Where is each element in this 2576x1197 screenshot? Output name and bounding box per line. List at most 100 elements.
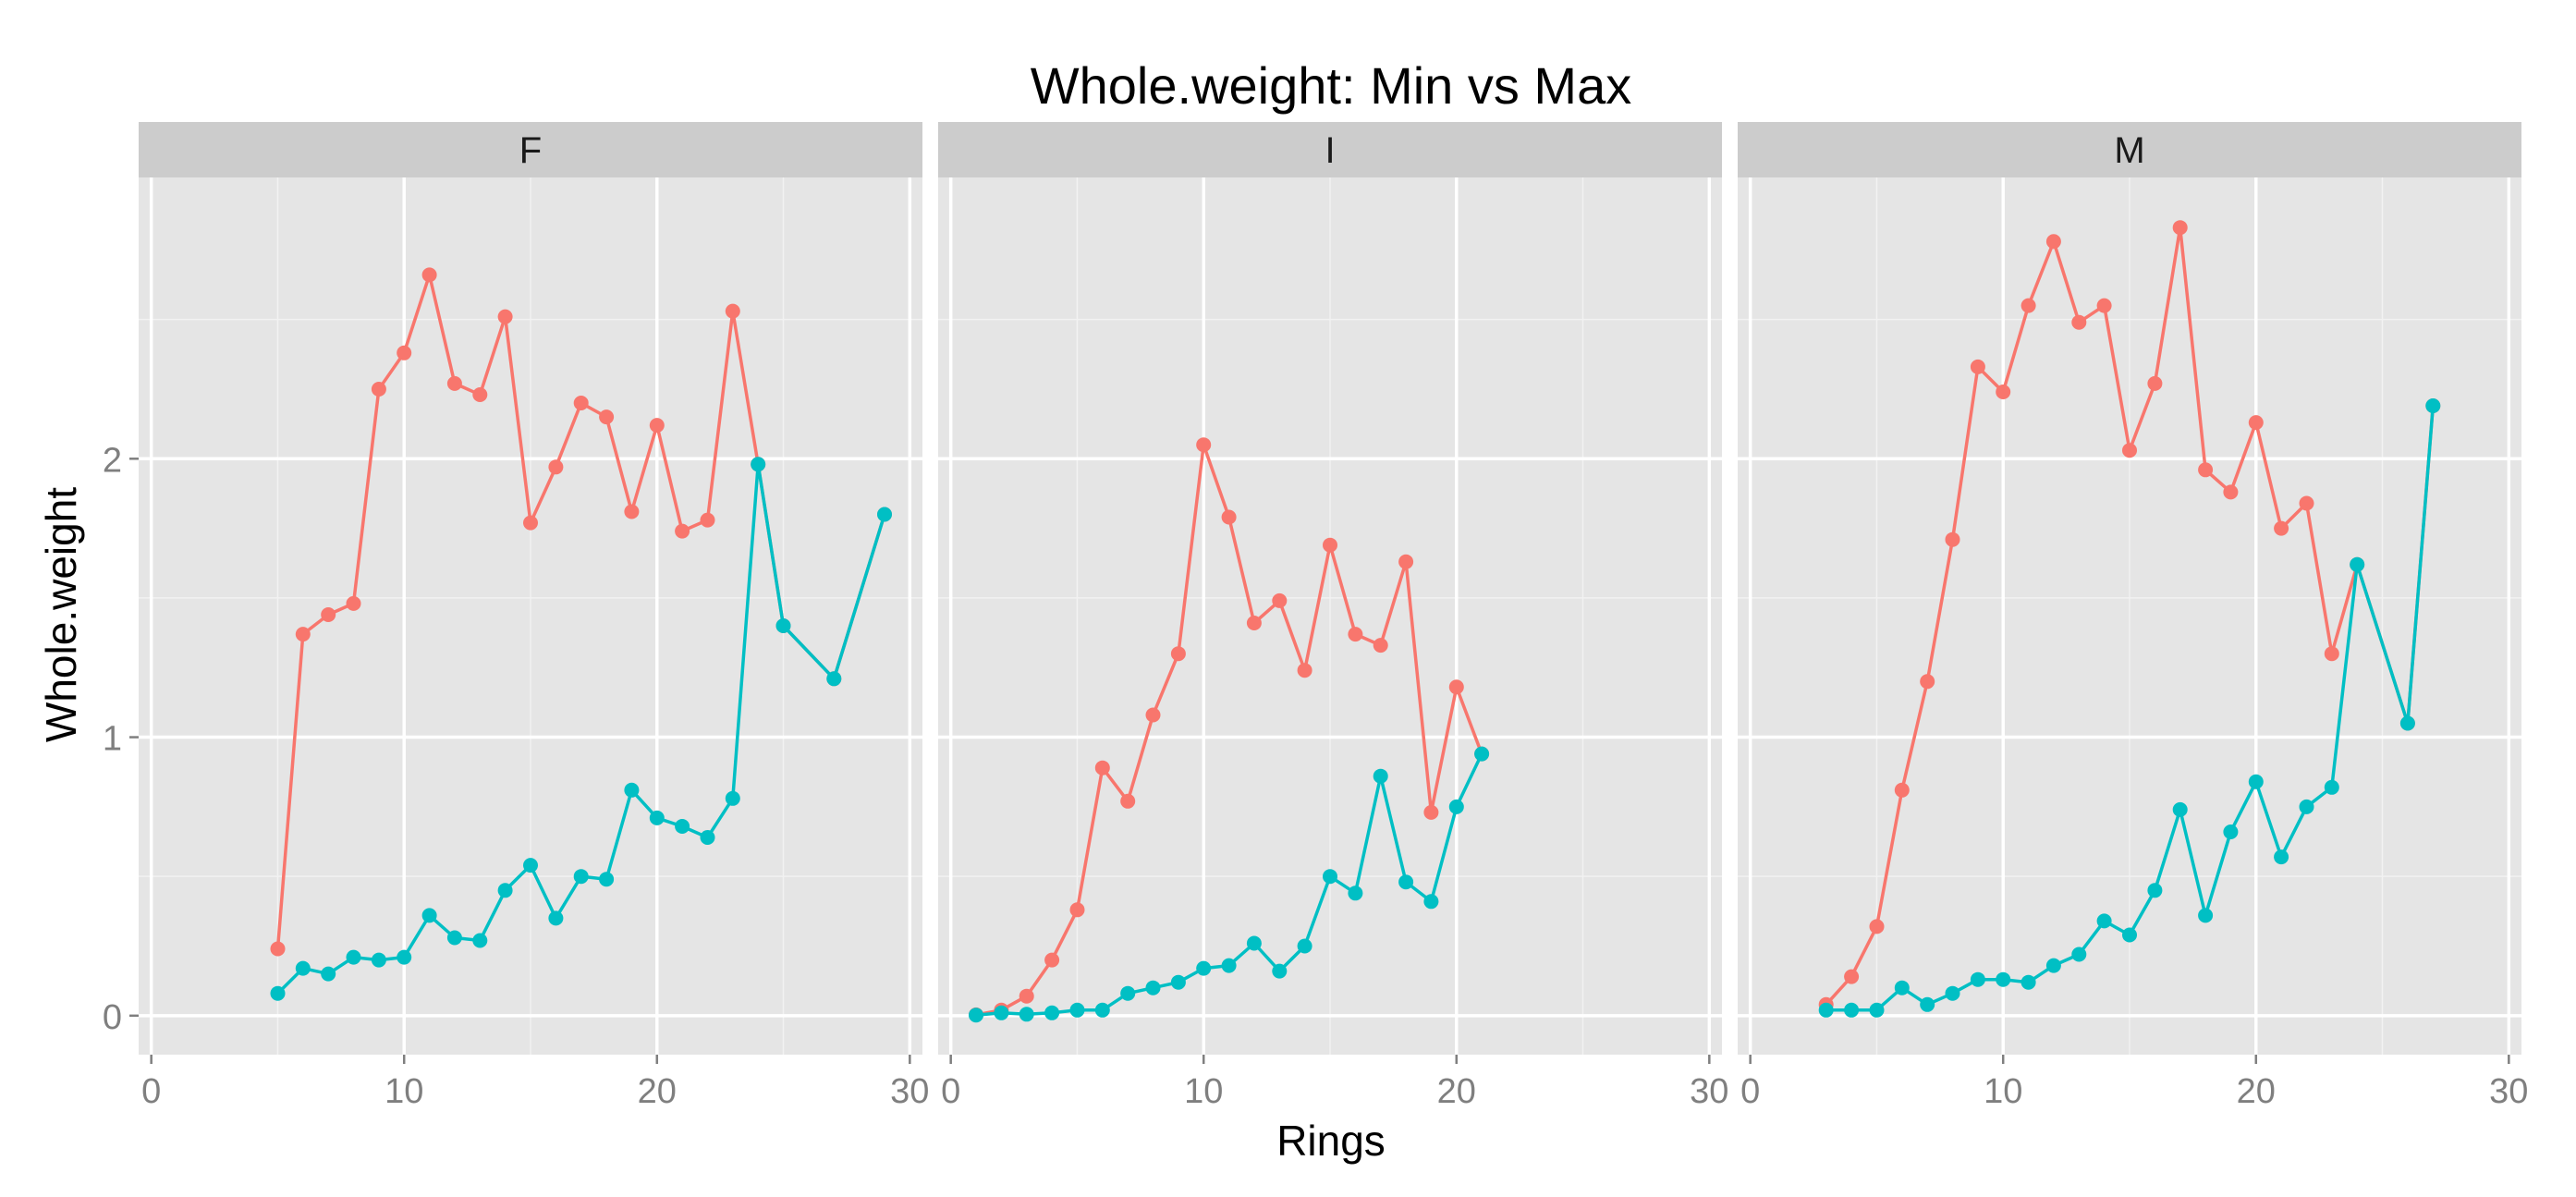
data-point-min: [2198, 908, 2214, 923]
facet-label: F: [519, 130, 542, 171]
data-point-max: [1069, 902, 1085, 918]
panel-I: I 0 10 20 30: [938, 122, 1728, 1111]
data-point-max: [1094, 760, 1110, 776]
data-point-max: [1348, 627, 1363, 642]
facet-strip: [139, 122, 922, 177]
data-point-min: [421, 908, 437, 923]
data-point-max: [421, 267, 437, 283]
data-point-min: [2248, 774, 2264, 789]
data-point-min: [700, 830, 715, 845]
data-point-min: [446, 930, 462, 946]
data-point-max: [1423, 804, 1439, 820]
data-point-min: [1996, 971, 2011, 987]
data-point-max: [573, 396, 589, 410]
data-point-min: [751, 457, 766, 472]
data-point-max: [346, 595, 361, 611]
facet-label: M: [2114, 130, 2144, 171]
data-point-max: [1170, 646, 1186, 662]
data-point-min: [1920, 996, 1935, 1012]
data-point-max: [523, 515, 538, 531]
data-point-min: [1221, 958, 1237, 973]
x-tick-label: 0: [1740, 1072, 1760, 1111]
data-point-min: [2096, 913, 2112, 929]
data-point-min: [1869, 1002, 1885, 1018]
x-tick-label: 10: [1184, 1072, 1223, 1111]
data-point-min: [1844, 1002, 1860, 1018]
data-point-max: [295, 627, 311, 642]
data-point-max: [1970, 359, 1985, 374]
data-point-min: [1970, 971, 1985, 987]
data-point-min: [2021, 974, 2036, 990]
data-point-max: [1894, 782, 1910, 798]
data-point-max: [700, 512, 715, 528]
data-point-min: [2147, 883, 2163, 898]
data-point-min: [472, 933, 488, 948]
data-point-min: [826, 671, 842, 687]
data-point-min: [1044, 1005, 1060, 1020]
panel-M: M 0 10 20 30: [1738, 122, 2528, 1111]
data-point-max: [2071, 314, 2087, 330]
data-point-max: [548, 459, 564, 475]
data-point-max: [675, 523, 690, 539]
data-point-min: [2071, 947, 2087, 962]
data-point-min: [1423, 894, 1439, 910]
y-tick-label: 0: [103, 998, 122, 1037]
data-point-min: [1348, 886, 1363, 901]
data-point-max: [270, 941, 286, 957]
data-point-min: [371, 952, 386, 968]
x-tick-label: 30: [2489, 1072, 2528, 1111]
data-point-max: [2122, 443, 2137, 458]
data-point-min: [2425, 398, 2441, 413]
data-point-min: [2299, 799, 2314, 814]
data-point-max: [2274, 520, 2289, 536]
data-point-max: [1448, 679, 1464, 695]
data-point-max: [2248, 415, 2264, 431]
data-point-max: [1945, 531, 1960, 547]
data-point-min: [1145, 980, 1161, 995]
data-point-max: [1145, 707, 1161, 723]
data-point-max: [624, 504, 640, 519]
data-point-max: [1019, 988, 1034, 1004]
data-point-max: [446, 375, 462, 391]
data-point-min: [346, 949, 361, 965]
data-point-max: [321, 607, 336, 622]
data-point-max: [2172, 220, 2188, 236]
panels-layer: F 0 10 20 30 0 1 2 I 0 10 20 30 M 0 10 20 30: [103, 122, 2528, 1111]
data-point-min: [1373, 768, 1388, 784]
x-tick-label: 0: [941, 1072, 960, 1111]
data-point-min: [2399, 715, 2415, 731]
data-point-min: [675, 819, 690, 834]
data-point-min: [624, 782, 640, 798]
y-tick-label: 2: [103, 441, 122, 480]
data-point-min: [1945, 985, 1960, 1001]
data-point-min: [2324, 779, 2339, 795]
data-point-min: [1170, 974, 1186, 990]
data-point-max: [2299, 495, 2314, 511]
data-point-min: [573, 869, 589, 885]
data-point-max: [1323, 537, 1337, 553]
data-point-min: [1398, 874, 1414, 890]
x-tick-label: 20: [2237, 1072, 2276, 1111]
data-point-min: [877, 507, 892, 522]
y-axis-title: Whole.weight: [37, 487, 85, 742]
data-point-max: [497, 309, 513, 324]
data-point-min: [397, 949, 412, 965]
data-point-min: [1297, 938, 1312, 954]
data-point-max: [2198, 462, 2214, 478]
data-point-min: [1272, 963, 1288, 979]
data-point-min: [1246, 935, 1262, 951]
data-point-min: [969, 1008, 983, 1023]
y-tick-label: 1: [103, 720, 122, 759]
data-point-min: [725, 790, 740, 806]
data-point-max: [599, 409, 615, 425]
data-point-min: [2122, 927, 2137, 943]
data-point-min: [2274, 849, 2289, 865]
x-tick-label: 10: [385, 1072, 423, 1111]
data-point-max: [1044, 952, 1060, 968]
data-point-max: [1996, 385, 2011, 399]
data-point-min: [1894, 980, 1910, 995]
data-point-max: [1272, 592, 1288, 608]
data-point-min: [1094, 1002, 1110, 1018]
x-tick-label: 30: [1690, 1072, 1728, 1111]
data-point-min: [649, 810, 665, 825]
